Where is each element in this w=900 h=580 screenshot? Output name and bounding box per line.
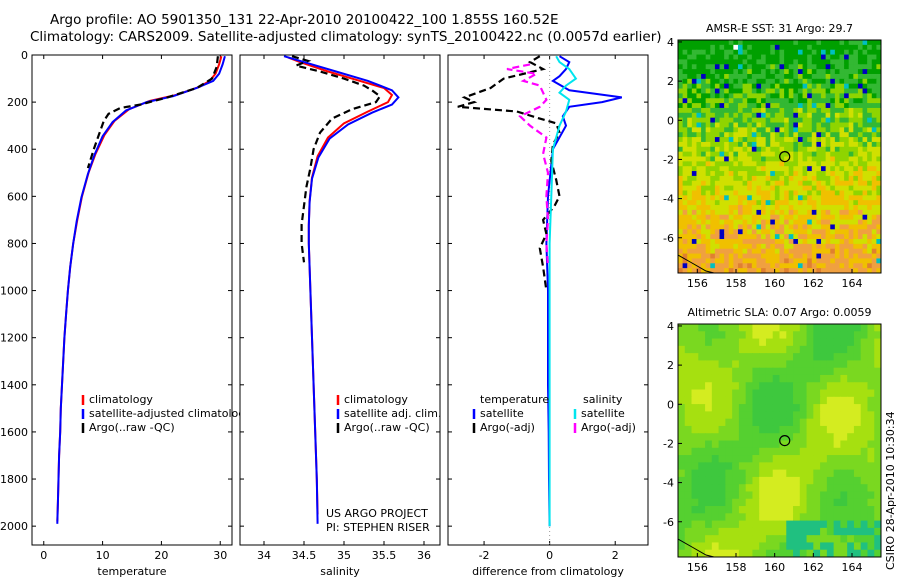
panel-salinity: 34 34.5 35 35.5 36 salinity climatologysatelli…	[239, 54, 441, 578]
y-tick-label: 2	[667, 75, 674, 88]
series-line-argo-raw-qc-	[291, 55, 382, 263]
plot-frame	[31, 54, 233, 546]
x-tick-label: 158	[726, 277, 747, 290]
panel-sst_map: AMSR-E SST: 31 Argo: 29.7 156 158 160 162 164…	[663, 22, 882, 290]
x-axis-label: temperature	[97, 565, 166, 578]
y-tick-label: 200	[7, 96, 28, 109]
y-tick-label: 0	[21, 49, 28, 62]
panel-difference: -2 0 2 difference from climatology temperatu…	[447, 54, 649, 578]
legend-label: Argo(..raw -QC)	[344, 421, 430, 434]
legend-label: Argo(..raw -QC)	[89, 421, 175, 434]
x-tick-label: 156	[687, 561, 708, 574]
coastline	[678, 538, 715, 557]
y-tick-label: -6	[663, 232, 674, 245]
legend-label: Argo(-adj)	[581, 421, 636, 434]
y-tick-label: -4	[663, 193, 674, 206]
legend-label: climatology	[89, 393, 153, 406]
x-tick-label: 2	[612, 549, 619, 562]
panel-temperature: 0 200 400 600 800 1000 1200 1400 1600 1800 2000 0 10…	[0, 49, 252, 578]
map-frame	[677, 323, 882, 558]
project-note: PI: STEPHEN RISER	[326, 521, 430, 534]
x-tick-label: 162	[803, 561, 824, 574]
panel-sla_map: Altimetric SLA: 0.07 Argo: 0.0059 156 158 1…	[663, 306, 882, 574]
x-tick-label: 160	[764, 277, 785, 290]
legend-label: satellite	[581, 407, 625, 420]
title-line-1: Argo profile: AO 5901350_131 22-Apr-2010…	[50, 12, 559, 28]
y-tick-label: 0	[667, 114, 674, 127]
x-tick-label: 35	[337, 549, 351, 562]
coastline	[678, 254, 715, 273]
x-tick-label: 0	[40, 549, 47, 562]
legend-header: temperature	[480, 393, 549, 406]
y-tick-label: -2	[663, 153, 674, 166]
y-tick-label: -2	[663, 437, 674, 450]
map-cells	[678, 324, 881, 557]
legend-label: satellite-adjusted climatology	[89, 407, 252, 420]
y-tick-label: 1000	[0, 285, 28, 298]
y-tick-label: 2000	[0, 520, 28, 533]
series-line-temperature-satellite	[545, 55, 623, 527]
legend-label: satellite	[480, 407, 524, 420]
x-tick-label: 36	[417, 549, 431, 562]
x-tick-label: 162	[803, 277, 824, 290]
x-tick-label: 34	[257, 549, 271, 562]
x-tick-label: 158	[726, 561, 747, 574]
x-tick-label: 35.5	[372, 549, 397, 562]
map-title: AMSR-E SST: 31 Argo: 29.7	[706, 22, 853, 35]
x-tick-label: 20	[154, 549, 168, 562]
x-tick-label: 0	[546, 549, 553, 562]
y-tick-label: 600	[7, 190, 28, 203]
x-tick-label: 10	[96, 549, 110, 562]
y-tick-label: 1400	[0, 379, 28, 392]
argo-position-marker	[779, 150, 791, 163]
y-tick-label: 400	[7, 143, 28, 156]
series-line-salinity-satellite	[548, 55, 578, 527]
y-tick-label: 0	[667, 398, 674, 411]
plot-frame	[239, 54, 441, 546]
legend-label: climatology	[344, 393, 408, 406]
y-tick-label: 4	[667, 36, 674, 49]
x-tick-label: 164	[842, 277, 863, 290]
y-tick-label: -6	[663, 516, 674, 529]
argo-position-marker	[779, 434, 791, 447]
series-line-satellite-adj-clim-	[283, 55, 400, 524]
series-group	[457, 55, 623, 527]
x-tick-label: 156	[687, 277, 708, 290]
x-tick-label: 30	[213, 549, 227, 562]
x-tick-label: 164	[842, 561, 863, 574]
map-frame	[677, 39, 882, 274]
y-tick-label: 1800	[0, 473, 28, 486]
x-tick-label: -2	[479, 549, 490, 562]
legend-label: satellite adj. clim.	[344, 407, 441, 420]
series-line-argo-raw-qc-	[86, 56, 219, 169]
y-tick-label: 1200	[0, 332, 28, 345]
map-title: Altimetric SLA: 0.07 Argo: 0.0059	[687, 306, 871, 319]
credit-label: CSIRO 28-Apr-2010 10:30:34	[884, 411, 897, 570]
x-axis-label: salinity	[320, 565, 360, 578]
legend-header: salinity	[583, 393, 623, 406]
y-tick-label: 2	[667, 359, 674, 372]
series-group	[283, 55, 400, 524]
y-tick-label: 1600	[0, 426, 28, 439]
legend-label: Argo(-adj)	[480, 421, 535, 434]
x-tick-label: 160	[764, 561, 785, 574]
map-cells	[678, 40, 881, 273]
y-tick-label: -4	[663, 477, 674, 490]
x-axis-label: difference from climatology	[472, 565, 624, 578]
title-line-2: Climatology: CARS2009. Satellite-adjuste…	[30, 29, 662, 45]
series-line-salinity-argo-adj-	[506, 63, 550, 268]
x-tick-label: 34.5	[292, 549, 317, 562]
project-note: US ARGO PROJECT	[326, 507, 428, 520]
y-tick-label: 4	[667, 320, 674, 333]
series-group	[56, 55, 226, 524]
y-tick-label: 800	[7, 237, 28, 250]
